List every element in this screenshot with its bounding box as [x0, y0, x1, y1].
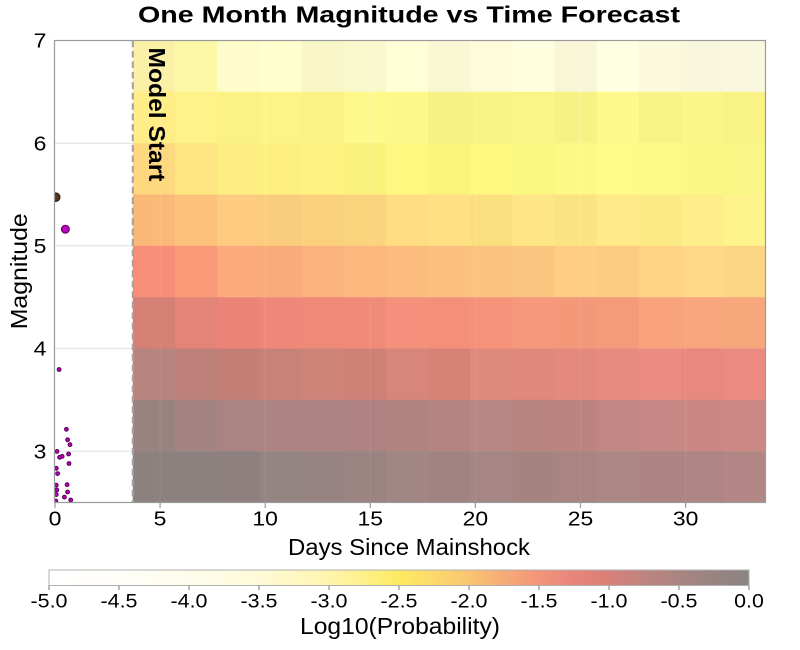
svg-text:-3.5: -3.5: [241, 591, 278, 613]
svg-text:Log10(Probability): Log10(Probability): [300, 613, 500, 639]
svg-text:-2.0: -2.0: [451, 591, 488, 613]
svg-text:5: 5: [154, 509, 167, 531]
svg-text:-1.5: -1.5: [521, 591, 558, 613]
svg-text:15: 15: [358, 509, 384, 531]
svg-text:30: 30: [673, 509, 699, 531]
svg-text:3: 3: [34, 441, 47, 463]
svg-text:7: 7: [34, 31, 47, 53]
svg-text:One Month Magnitude vs Time Fo: One Month Magnitude vs Time Forecast: [138, 2, 680, 28]
svg-text:-1.0: -1.0: [591, 591, 628, 613]
svg-text:0.0: 0.0: [734, 591, 764, 613]
svg-text:20: 20: [463, 509, 489, 531]
svg-text:Magnitude: Magnitude: [6, 213, 32, 329]
svg-text:-4.0: -4.0: [171, 591, 208, 613]
svg-text:0: 0: [49, 509, 62, 531]
svg-text:Days Since Mainshock: Days Since Mainshock: [288, 534, 531, 560]
svg-text:-2.5: -2.5: [381, 591, 418, 613]
svg-text:5: 5: [34, 236, 47, 258]
svg-text:-0.5: -0.5: [661, 591, 698, 613]
svg-text:10: 10: [252, 509, 278, 531]
svg-text:-4.5: -4.5: [101, 591, 138, 613]
svg-text:Model Start: Model Start: [144, 48, 170, 182]
svg-text:4: 4: [34, 339, 47, 361]
svg-text:-3.0: -3.0: [311, 591, 348, 613]
svg-text:6: 6: [34, 133, 47, 155]
svg-text:-5.0: -5.0: [31, 591, 68, 613]
svg-text:25: 25: [568, 509, 594, 531]
